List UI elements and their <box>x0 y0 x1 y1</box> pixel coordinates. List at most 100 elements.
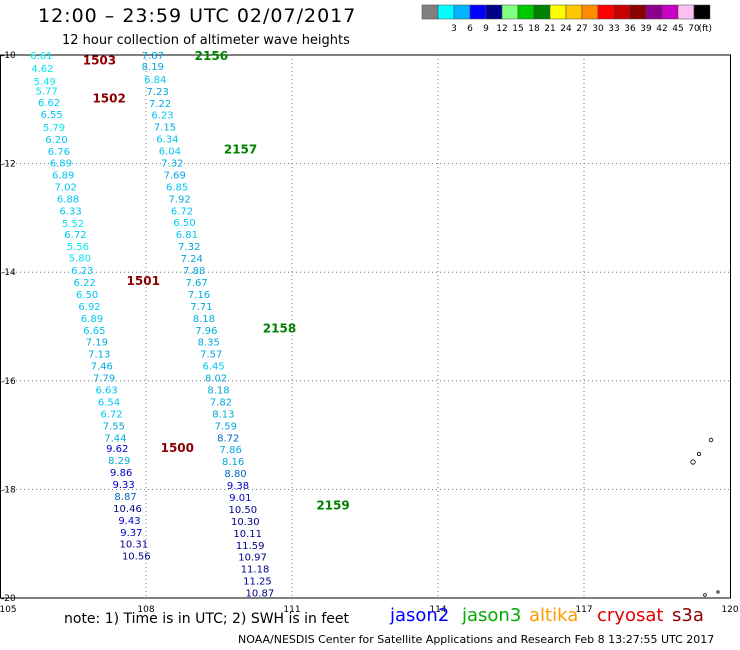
wave-height-label: 5.79 <box>43 123 65 134</box>
satellite-legend-item: s3a <box>672 605 704 626</box>
lat-tick-label: -18 <box>1 485 16 495</box>
wave-height-label: 8.16 <box>222 457 244 468</box>
pass-time-label: 2158 <box>263 322 296 336</box>
color-legend: 3 6 9 12 15 18 21 24 27 30 33 36 39 42 45 70(ft) <box>421 4 712 34</box>
wave-height-label: 7.46 <box>91 362 113 373</box>
wave-height-label: 8.35 <box>198 338 220 349</box>
colorbar-tick-label: 70 <box>688 24 700 34</box>
wave-height-label: 6.34 <box>156 135 178 146</box>
wave-height-label: 10.31 <box>120 540 149 551</box>
wave-height-label: 7.67 <box>185 278 207 289</box>
wave-height-label: 10.30 <box>231 517 260 528</box>
wave-height-label: 6.45 <box>203 362 225 373</box>
wave-height-label: 7.96 <box>195 326 217 337</box>
wave-height-label: 8.13 <box>212 409 234 420</box>
wave-height-label: 6.92 <box>78 302 100 313</box>
colorbar-tick-label: 21 <box>544 24 555 34</box>
colorbar-tick-label: 9 <box>483 24 489 34</box>
wave-height-label: 6.65 <box>83 326 105 337</box>
map-subtitle: 12 hour collection of altimeter wave hei… <box>62 33 350 48</box>
wave-height-label: 10.87 <box>246 589 275 600</box>
colorbar-tick-label: 36 <box>624 24 636 34</box>
wave-height-label: 7.82 <box>210 397 232 408</box>
pass-time-label: 1503 <box>83 53 116 67</box>
wave-height-label: 6.89 <box>81 314 103 325</box>
lon-tick-label: 111 <box>283 605 300 615</box>
wave-height-label: 5.52 <box>62 219 84 230</box>
satellite-legend-item: altika <box>529 605 579 626</box>
wave-height-label: 7.71 <box>190 302 212 313</box>
wave-height-label: 7.57 <box>200 350 222 361</box>
pass-time-label: 1502 <box>92 91 125 105</box>
wave-height-label: 6.50 <box>173 218 195 229</box>
wave-height-label: 6.55 <box>40 110 62 121</box>
wave-height-label: 6.23 <box>151 111 173 122</box>
wave-height-label: 7.55 <box>103 421 125 432</box>
colorbar-tick-label: 15 <box>512 24 523 34</box>
wave-height-label: 5.77 <box>36 86 58 97</box>
pass-time-label: 1500 <box>161 441 194 455</box>
wave-height-label: 6.62 <box>38 98 60 109</box>
wave-height-label: 6.61 <box>30 51 52 62</box>
wave-height-label: 6.54 <box>98 397 120 408</box>
island-outline <box>716 590 720 594</box>
wave-height-label: 7.79 <box>93 374 115 385</box>
wave-height-label: 6.84 <box>144 75 166 86</box>
colorbar-tick-label: 33 <box>608 24 619 34</box>
colorbar-tick-label: 24 <box>560 24 572 34</box>
colorbar-tick-label: 12 <box>496 24 507 34</box>
wave-height-label: 8.72 <box>217 433 239 444</box>
lat-tick-label: -16 <box>1 377 16 387</box>
wave-height-label: 8.18 <box>193 314 215 325</box>
wave-height-label: 11.59 <box>236 541 265 552</box>
wave-height-label: 9.38 <box>227 481 249 492</box>
wave-height-label: 7.69 <box>164 170 186 181</box>
wave-height-label: 8.18 <box>207 385 229 396</box>
wave-height-label: 6.72 <box>171 206 193 217</box>
wave-height-label: 7.32 <box>178 242 200 253</box>
wave-height-label: 10.46 <box>113 504 142 515</box>
lat-tick-label: -20 <box>1 594 16 604</box>
wave-height-label: 6.88 <box>57 194 79 205</box>
wave-height-label: 5.49 <box>34 77 56 88</box>
wave-height-label: 6.72 <box>100 409 122 420</box>
wave-height-label: 9.43 <box>118 516 140 527</box>
colorbar-tick-label: 45 <box>672 24 683 34</box>
lat-tick-label: -10 <box>1 51 16 61</box>
wave-height-label: 9.33 <box>112 480 134 491</box>
wave-height-label: 11.18 <box>241 565 270 576</box>
island-outline <box>697 451 702 456</box>
wave-height-label: 6.89 <box>52 170 74 181</box>
wave-height-label: 6.85 <box>166 182 188 193</box>
satellite-legend-item: jason3 <box>462 605 522 626</box>
wave-height-label: 6.76 <box>48 147 70 158</box>
wave-height-label: 8.02 <box>205 374 227 385</box>
colorbar-tick-label: 42 <box>656 24 667 34</box>
pass-time-label: 1501 <box>127 274 160 288</box>
lon-tick-label: 108 <box>137 605 154 615</box>
wave-height-label: 7.88 <box>183 266 205 277</box>
lat-tick-label: -14 <box>1 268 16 278</box>
wave-height-label: 6.23 <box>71 266 93 277</box>
wave-height-label: 6.20 <box>45 135 67 146</box>
wave-height-label: 6.72 <box>64 230 86 241</box>
wave-height-label: 8.80 <box>224 469 246 480</box>
wave-height-label: 6.50 <box>76 290 98 301</box>
wave-height-label: 7.44 <box>104 433 126 444</box>
colorbar-tick-label: 18 <box>528 24 540 34</box>
island-outline <box>703 593 707 597</box>
wave-height-label: 7.59 <box>215 421 237 432</box>
wave-height-label: 9.62 <box>106 444 128 455</box>
wave-height-label: 7.19 <box>86 338 108 349</box>
wave-height-label: 4.62 <box>31 64 53 75</box>
wave-height-label: 7.13 <box>88 350 110 361</box>
colorbar-tick-label: 27 <box>576 24 587 34</box>
map-title: 12:00 – 23:59 UTC 02/07/2017 <box>38 5 357 27</box>
wave-height-label: 6.22 <box>74 278 96 289</box>
wave-height-label: 9.01 <box>229 493 251 504</box>
wave-height-label: 7.23 <box>147 87 169 98</box>
wave-height-label: 6.89 <box>50 159 72 170</box>
wave-height-label: 8.87 <box>114 492 136 503</box>
colorbar-tick-label: 30 <box>592 24 604 34</box>
